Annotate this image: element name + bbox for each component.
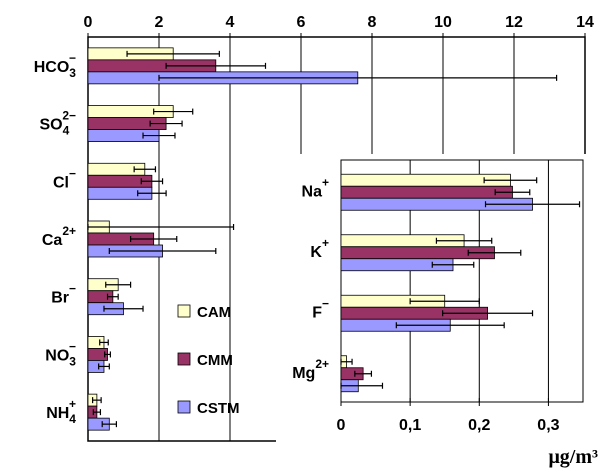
legend-swatch-cam [178,305,190,317]
main-category-label: Ca2+ [42,224,76,249]
legend-label: CMM [197,352,233,369]
main-tick-label: 12 [505,14,523,31]
main-tick-label: 14 [576,14,594,31]
legend-label: CSTM [197,400,240,417]
main-category-label: NH4+ [46,397,76,426]
legend-label: CAM [197,304,231,321]
legend-swatch-cstm [178,401,190,413]
main-category-label: HCO3− [34,51,77,80]
main-tick-label: 10 [434,14,452,31]
main-tick-label: 6 [297,14,306,31]
unit-label: μg/m³ [548,446,598,468]
inset-tick-label: 0 [337,417,346,434]
inset-tick-label: 0,2 [468,417,490,434]
main-tick-label: 4 [226,14,235,31]
main-tick-label: 0 [84,14,93,31]
main-tick-label: 2 [155,14,164,31]
legend-swatch-cmm [178,353,190,365]
main-tick-label: 8 [368,14,377,31]
inset-tick-label: 0,1 [399,417,421,434]
inset-plot: Na+K+F−Mg2+0 0,1 0,2 0,3 [276,154,607,450]
main-category-label: SO42− [40,109,77,138]
inset-bar-cmm [341,186,512,198]
inset-tick-label: 0,3 [537,417,559,434]
main-category-label: NO3− [45,339,76,368]
main-category-label: Cl− [53,166,76,191]
main-category-label: Br− [51,282,76,307]
